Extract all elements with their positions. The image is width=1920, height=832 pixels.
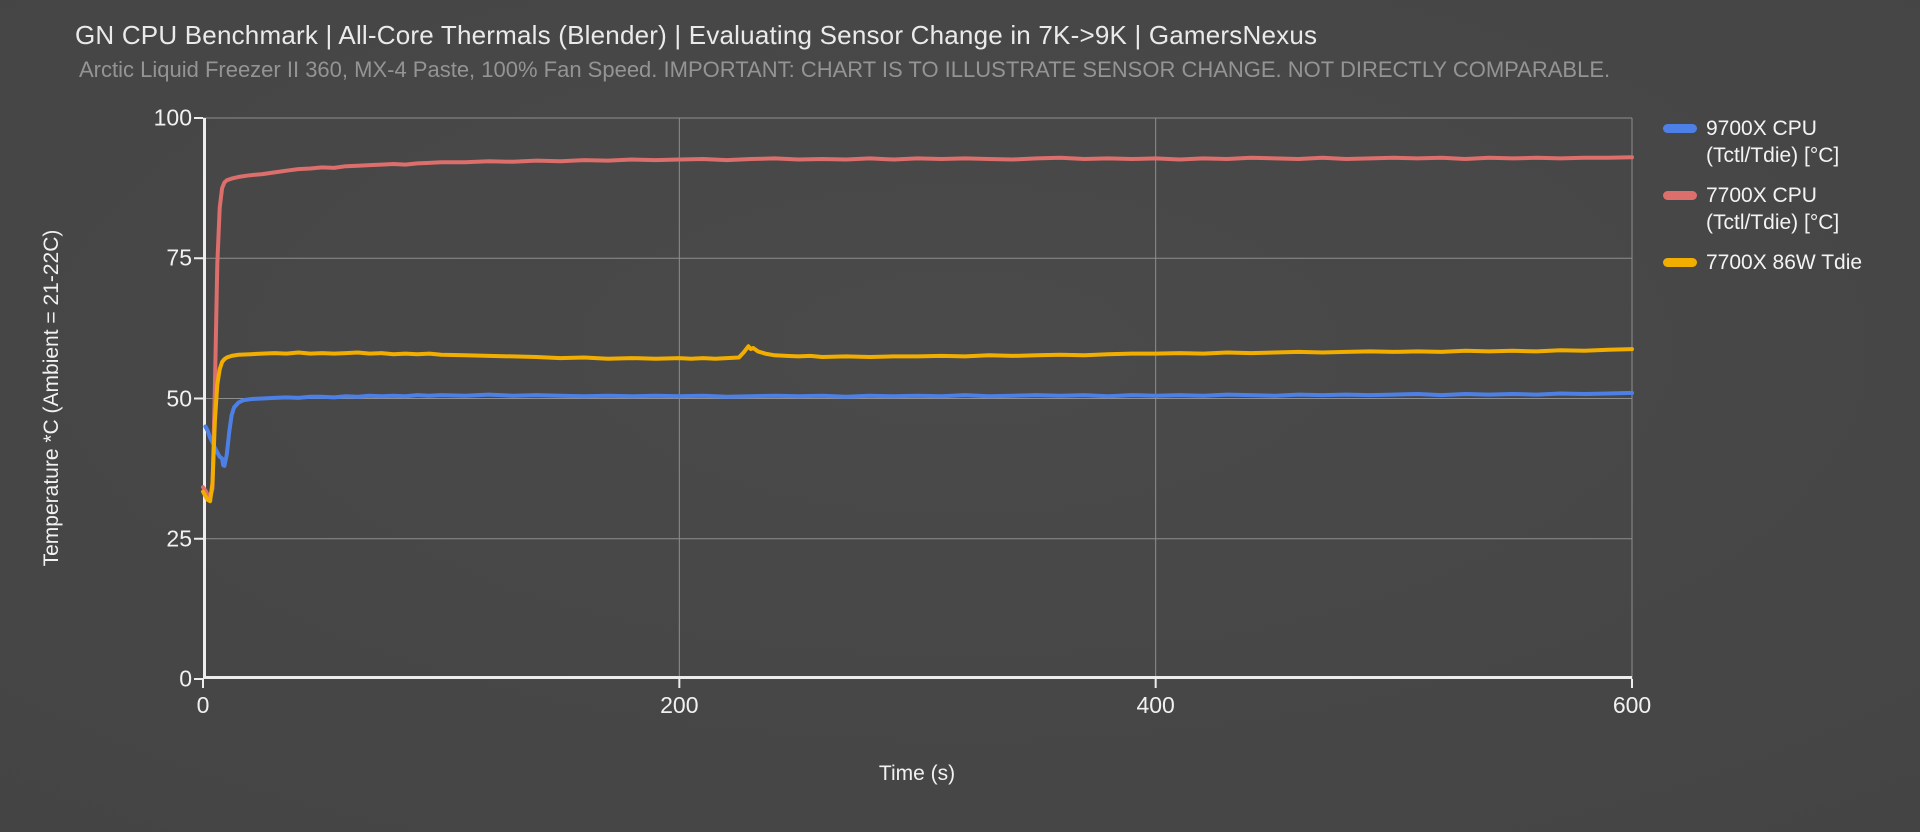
y-tick-label-0: 0 [179,665,192,692]
legend-item-7700x-cpu: 7700X CPU (Tctl/Tdie) [°C] [1663,182,1913,236]
legend-label-line: (Tctl/Tdie) [°C] [1706,211,1840,234]
y-tick-label-75: 75 [166,244,192,271]
series-line-9700x-cpu [203,390,1634,468]
legend: 9700X CPU (Tctl/Tdie) [°C] 7700X CPU (Tctl/… [1663,115,1913,289]
y-axis-title-text: Temperature *C (Ambient = 21-22C) [40,229,63,567]
x-tick-label-0: 0 [196,692,210,718]
chart-title: GN CPU Benchmark | All-Core Thermals (Bl… [75,20,1318,50]
legend-label-7700x-cpu: 7700X CPU (Tctl/Tdie) [°C] [1706,182,1839,236]
x-tick-label-400: 400 [1136,692,1175,718]
plot-svg [194,117,1634,688]
plot-area [194,117,1634,688]
legend-label-line: 7700X CPU [1706,184,1817,207]
x-tick-label-600: 600 [1612,692,1652,718]
legend-swatch-9700x-cpu [1663,124,1697,133]
legend-label-line: (Tctl/Tdie) [°C] [1706,144,1840,167]
legend-swatch-7700x-cpu [1663,191,1697,200]
y-tick-label-100: 100 [153,104,192,131]
chart-subtitle: Arctic Liquid Freezer II 360, MX-4 Paste… [79,57,1611,82]
legend-label-7700x-86w-tdie: 7700X 86W Tdie [1706,249,1862,276]
legend-item-7700x-86w-tdie: 7700X 86W Tdie [1663,249,1913,276]
legend-label-9700x-cpu: 9700X CPU (Tctl/Tdie) [°C] [1706,115,1839,169]
x-axis-title: Time (s) [878,762,956,785]
y-tick-label-50: 50 [166,385,192,411]
legend-swatch-7700x-86w-tdie [1663,258,1697,267]
legend-label-line: 7700X 86W Tdie [1706,251,1863,274]
series-line-7700x-86w-tdie [201,344,1634,504]
y-tick-label-25: 25 [166,525,192,552]
series-line-7700x-cpu [201,155,1634,500]
legend-item-9700x-cpu: 9700X CPU (Tctl/Tdie) [°C] [1663,115,1913,169]
x-tick-label-200: 200 [660,692,699,718]
legend-label-line: 9700X CPU [1706,117,1817,140]
